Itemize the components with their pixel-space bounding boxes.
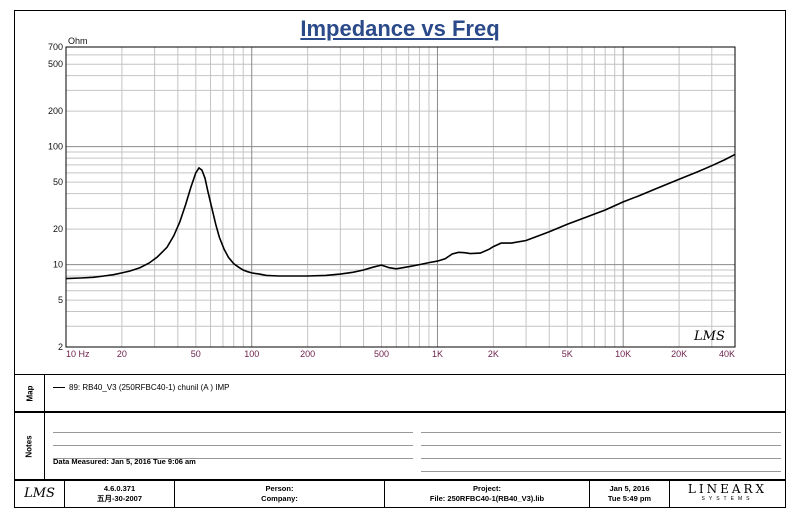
y-tick-label: 700	[48, 42, 63, 52]
footer-bar: LMS 4.6.0.371 五月-30-2007 Person: Company: …	[14, 480, 786, 508]
y-tick-labels: 2 5 10 20 50 100 200 500 700	[48, 42, 63, 352]
legend-entry-text: 89: RB40_V3 (250RFBC40-1) chunil (A ) IM…	[69, 383, 230, 392]
y-tick-label: 200	[48, 106, 63, 116]
x-tick-label: 500	[374, 349, 389, 359]
x-tick-label: 40K	[719, 349, 735, 359]
footer-logo: LMS	[15, 481, 65, 507]
footer-version: 4.6.0.371 五月-30-2007	[65, 481, 175, 507]
notes-side-label: Notes	[15, 413, 45, 479]
x-tick-label: 50	[191, 349, 201, 359]
footer-brand: LINEARX SYSTEMS	[687, 482, 768, 502]
y-tick-label: 50	[53, 177, 63, 187]
x-tick-label: 10 Hz	[66, 349, 90, 359]
x-tick-label: 200	[300, 349, 315, 359]
series-line-impedance	[65, 153, 736, 280]
lms-watermark: LMS	[693, 329, 725, 344]
note-line	[421, 458, 781, 459]
footer-project: Project: File: 250RFBC40-1(RB40_V3).lib	[385, 481, 590, 507]
y-tick-label: 2	[58, 342, 63, 352]
note-line	[421, 445, 781, 446]
plot-border	[65, 46, 736, 348]
chart-title: Impedance vs Freq	[300, 16, 500, 41]
footer-person: Person: Company:	[175, 481, 385, 507]
x-tick-labels: 10 Hz 20 50 100 200 500 1K 2K 5K 10K 20K 40K	[66, 349, 735, 359]
y-tick-label: 100	[48, 142, 63, 152]
impedance-chart: 10 Hz 20 50 100 200 500 1K 2K 5K 10K 20K 40K 2 5 10 20…	[48, 36, 736, 359]
y-tick-label: 20	[53, 224, 63, 234]
notes-panel: Notes Data Measured: Jan 5, 2016 Tue 9:0…	[14, 412, 786, 480]
map-side-label: Map	[15, 375, 45, 411]
y-tick-label: 500	[48, 59, 63, 69]
y-unit-label: Ohm	[68, 36, 88, 46]
grid-minor	[66, 46, 736, 348]
legend-panel: Map 89: RB40_V3 (250RFBC40-1) chunil (A …	[14, 374, 786, 412]
footer-datetime: Jan 5, 2016 Tue 5:49 pm	[590, 481, 670, 507]
legend-swatch	[53, 387, 65, 388]
data-measured-text: Data Measured: Jan 5, 2016 Tue 9:06 am	[53, 457, 196, 466]
note-line	[421, 432, 781, 433]
x-tick-label: 20	[117, 349, 127, 359]
note-line	[53, 432, 413, 433]
y-tick-label: 5	[58, 295, 63, 305]
x-tick-label: 20K	[671, 349, 687, 359]
note-line	[53, 445, 413, 446]
x-tick-label: 2K	[488, 349, 499, 359]
note-line	[421, 471, 781, 472]
x-tick-label: 10K	[615, 349, 631, 359]
x-tick-label: 1K	[432, 349, 443, 359]
x-tick-label: 5K	[562, 349, 573, 359]
legend-entry: 89: RB40_V3 (250RFBC40-1) chunil (A ) IM…	[53, 383, 230, 392]
y-tick-label: 10	[53, 260, 63, 270]
note-line	[53, 458, 413, 459]
x-tick-label: 100	[244, 349, 259, 359]
